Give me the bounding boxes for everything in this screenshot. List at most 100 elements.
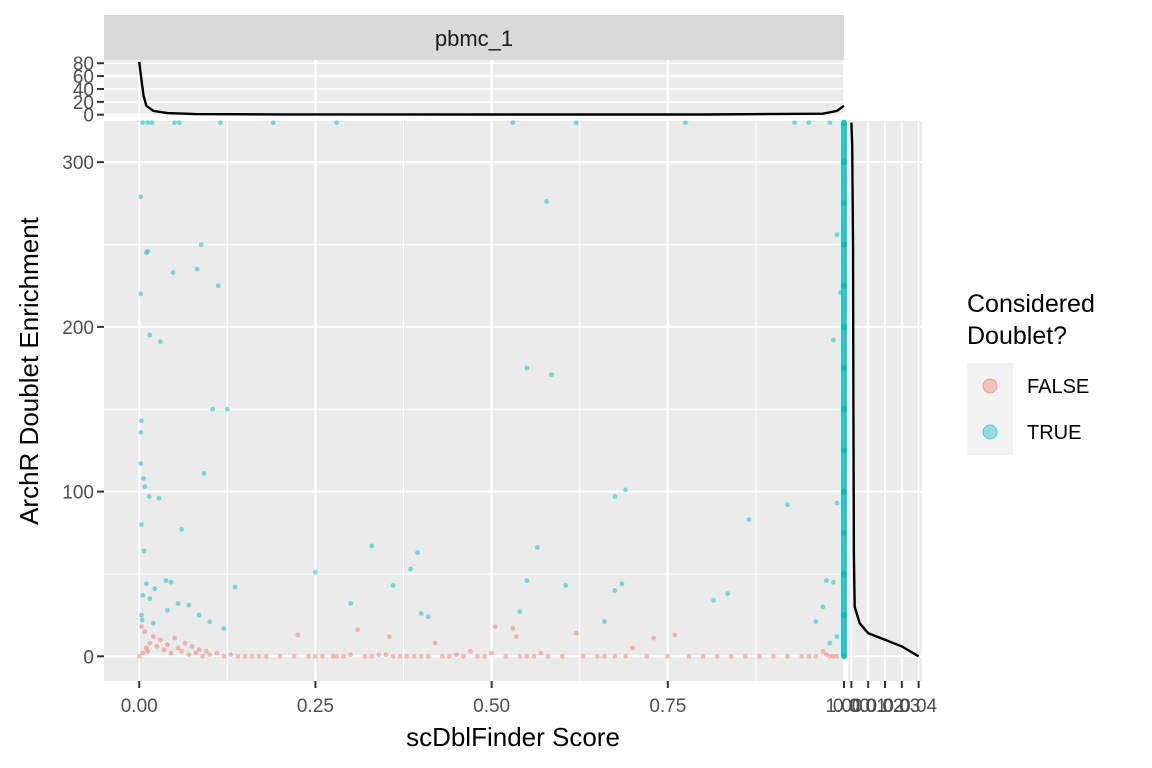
- data-point: [524, 653, 530, 659]
- right-x-tick-label: 0.01: [850, 696, 887, 717]
- data-point: [792, 120, 798, 126]
- data-point: [601, 619, 607, 625]
- data-point: [168, 579, 174, 585]
- data-point: [524, 578, 530, 583]
- data-point: [489, 650, 495, 656]
- data-point: [228, 652, 234, 658]
- data-point: [418, 653, 424, 659]
- data-point: [138, 522, 144, 527]
- data-point: [841, 119, 847, 126]
- y-tick-label: 0: [83, 647, 94, 668]
- data-point: [341, 653, 347, 659]
- data-point: [834, 653, 840, 659]
- data-point: [612, 494, 618, 499]
- data-point: [136, 653, 142, 659]
- legend-label-true: TRUE: [1027, 422, 1081, 444]
- data-point: [834, 232, 840, 238]
- data-point: [369, 543, 375, 549]
- data-point: [157, 637, 163, 643]
- right-x-tick-label: 0.03: [883, 696, 920, 717]
- data-point: [728, 653, 734, 659]
- data-point: [138, 418, 144, 424]
- data-point: [141, 548, 147, 554]
- data-point: [348, 652, 354, 658]
- data-point: [390, 583, 396, 588]
- data-point: [149, 120, 155, 126]
- dense-point-band: [841, 122, 847, 657]
- facet-label: pbmc_1: [435, 26, 513, 51]
- data-point: [147, 332, 153, 338]
- data-point: [194, 266, 200, 272]
- data-point: [841, 200, 847, 207]
- data-point: [827, 120, 833, 126]
- data-point: [841, 612, 847, 619]
- data-point: [785, 502, 791, 508]
- data-point: [700, 653, 706, 659]
- main-grid: [104, 121, 846, 681]
- data-point: [559, 653, 565, 659]
- right-x-tick-label: 0.00: [833, 696, 870, 717]
- data-point: [369, 653, 375, 659]
- data-point: [683, 120, 688, 126]
- data-point: [145, 648, 151, 654]
- x-tick-label: 0.50: [473, 696, 510, 717]
- data-point: [177, 120, 182, 126]
- data-point: [249, 653, 255, 659]
- data-point: [193, 650, 199, 656]
- facet-strip: [104, 15, 844, 60]
- data-point: [214, 650, 220, 656]
- data-point: [411, 653, 417, 659]
- data-point: [150, 620, 156, 626]
- data-point: [207, 619, 213, 625]
- data-point: [415, 550, 421, 555]
- data-point: [156, 495, 162, 501]
- data-point: [207, 652, 213, 658]
- data-point: [594, 653, 600, 659]
- data-point: [619, 581, 625, 587]
- data-point: [157, 339, 163, 345]
- main-panel: [104, 121, 844, 681]
- data-point: [172, 120, 177, 126]
- data-point: [841, 241, 847, 248]
- right-density-line: [850, 122, 920, 658]
- data-point: [482, 653, 487, 659]
- data-point: [376, 652, 382, 658]
- data-point: [746, 517, 752, 522]
- data-point: [163, 578, 169, 583]
- data-point: [601, 653, 607, 659]
- data-point: [291, 653, 297, 659]
- data-point: [510, 625, 516, 631]
- data-point: [172, 635, 177, 641]
- data-point: [147, 596, 153, 602]
- data-point: [200, 653, 206, 659]
- data-point: [170, 270, 176, 275]
- data-point: [175, 601, 181, 606]
- data-point: [517, 653, 523, 659]
- data-point: [189, 644, 195, 649]
- data-point: [313, 569, 318, 575]
- top-y-tick-label: 0: [83, 106, 94, 127]
- data-point: [725, 591, 731, 597]
- data-point: [425, 653, 431, 659]
- data-point: [186, 652, 191, 658]
- data-point: [334, 120, 339, 126]
- data-point: [612, 588, 618, 593]
- data-point: [563, 583, 569, 588]
- data-point: [152, 586, 158, 592]
- series-true: [138, 119, 847, 660]
- data-point: [623, 653, 628, 659]
- data-point: [757, 653, 762, 659]
- data-point: [277, 653, 283, 659]
- legend-title-line-1: Considered: [967, 290, 1095, 318]
- data-point: [841, 282, 847, 289]
- data-point: [841, 529, 847, 536]
- data-point: [138, 291, 144, 297]
- data-point: [143, 581, 149, 587]
- data-point: [524, 365, 530, 371]
- data-point: [217, 120, 223, 126]
- data-point: [142, 629, 148, 634]
- data-point: [138, 612, 144, 618]
- y-tick-label: 300: [62, 153, 94, 174]
- data-point: [573, 120, 579, 126]
